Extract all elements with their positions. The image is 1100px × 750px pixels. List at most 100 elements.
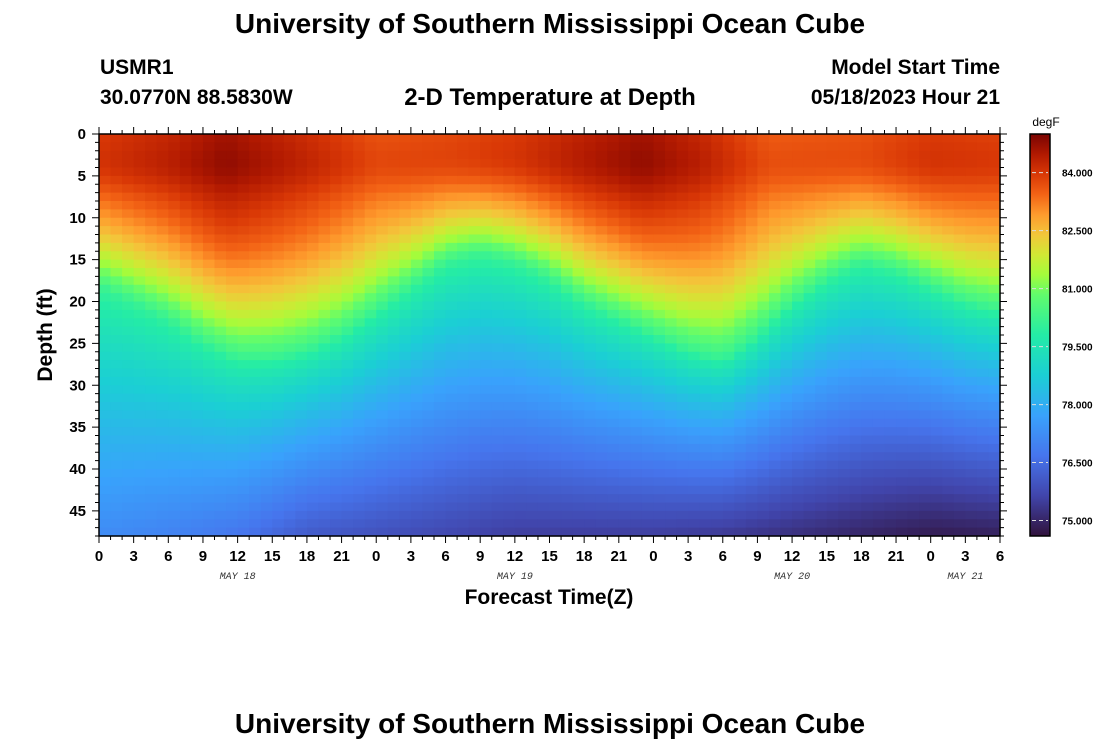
heatmap-cell — [191, 134, 204, 143]
heatmap-cell — [191, 443, 204, 453]
heatmap-cell — [283, 134, 296, 143]
heatmap-cell — [503, 485, 516, 495]
heatmap-cell — [445, 360, 458, 370]
heatmap-cell — [145, 418, 158, 428]
heatmap-cell — [202, 410, 216, 420]
heatmap-cell — [884, 259, 897, 269]
heatmap-cell — [445, 226, 458, 236]
heatmap-cell — [537, 142, 551, 152]
heatmap-cell — [561, 134, 574, 143]
heatmap-cell — [503, 142, 516, 152]
heatmap-cell — [919, 485, 932, 495]
heatmap-cell — [792, 402, 805, 411]
heatmap-cell — [214, 226, 227, 236]
heatmap-cell — [341, 150, 354, 160]
heatmap-cell — [306, 427, 320, 437]
heatmap-cell — [364, 360, 377, 370]
heatmap-cell — [861, 469, 874, 478]
heatmap-cell — [722, 242, 735, 252]
heatmap-cell — [584, 343, 597, 353]
heatmap-cell — [676, 376, 689, 386]
heatmap-cell — [607, 494, 620, 504]
heatmap-cell — [942, 142, 955, 152]
heatmap-cell — [872, 427, 886, 437]
heatmap-cell — [283, 335, 296, 344]
heatmap-cell — [688, 284, 701, 294]
heatmap-cell — [618, 309, 631, 319]
heatmap-cell — [907, 234, 920, 244]
heatmap-cell — [780, 402, 793, 411]
heatmap-cell — [399, 402, 412, 411]
heatmap-cell — [665, 276, 678, 286]
heatmap-cell — [376, 435, 389, 445]
heatmap-cell — [630, 226, 643, 236]
heatmap-cell — [537, 268, 551, 277]
y-tick-label: 10 — [69, 210, 86, 227]
heatmap-cell — [110, 301, 123, 311]
heatmap-cell — [884, 368, 897, 378]
heatmap-cell — [491, 268, 504, 277]
heatmap-cell — [145, 318, 158, 328]
heatmap-cell — [122, 175, 135, 185]
heatmap-cell — [641, 368, 655, 378]
heatmap-cell — [595, 376, 608, 386]
heatmap-cell — [907, 460, 920, 470]
heatmap-cell — [422, 410, 435, 420]
heatmap-cell — [653, 242, 666, 252]
heatmap-cell — [503, 268, 516, 277]
heatmap-cell — [607, 427, 620, 437]
heatmap-cell — [99, 351, 112, 361]
heatmap-cell — [988, 502, 1001, 512]
heatmap-cell — [953, 251, 966, 261]
heatmap-cell — [549, 418, 562, 428]
heatmap-cell — [122, 234, 135, 244]
heatmap-cell — [584, 259, 597, 269]
heatmap-cell — [861, 410, 874, 420]
heatmap-cell — [976, 510, 990, 520]
heatmap-cell — [503, 418, 516, 428]
heatmap-cell — [849, 268, 862, 277]
heatmap-cell — [641, 234, 655, 244]
heatmap-cell — [526, 418, 539, 428]
heatmap-cell — [595, 242, 608, 252]
heatmap-cell — [306, 159, 320, 169]
heatmap-cell — [306, 510, 320, 520]
heatmap-cell — [861, 477, 874, 487]
heatmap-cell — [907, 385, 920, 395]
heatmap-cell — [722, 343, 735, 353]
heatmap-cell — [410, 234, 424, 244]
heatmap-cell — [549, 201, 562, 210]
heatmap-cell — [537, 469, 551, 478]
heatmap-cell — [433, 142, 447, 152]
heatmap-cell — [168, 301, 181, 311]
heatmap-cell — [861, 192, 874, 202]
heatmap-cell — [503, 427, 516, 437]
heatmap-cell — [919, 268, 932, 277]
heatmap-cell — [792, 217, 805, 227]
y-tick-label: 30 — [69, 377, 86, 394]
heatmap-cell — [988, 485, 1001, 495]
heatmap-cell — [595, 326, 608, 336]
heatmap-cell — [410, 301, 424, 311]
heatmap-cell — [942, 175, 955, 185]
heatmap-cell — [214, 460, 227, 470]
heatmap-cell — [665, 318, 678, 328]
heatmap-cell — [168, 159, 181, 169]
heatmap-cell — [653, 368, 666, 378]
heatmap-cell — [237, 326, 250, 336]
heatmap-cell — [919, 351, 932, 361]
heatmap-cell — [838, 385, 851, 395]
model-start-time: 05/18/2023 Hour 21 — [810, 86, 1000, 109]
heatmap-cell — [133, 217, 146, 227]
heatmap-cell — [549, 410, 562, 420]
heatmap-cell — [133, 150, 146, 160]
heatmap-cell — [699, 201, 712, 210]
heatmap-cell — [330, 217, 343, 227]
heatmap-cell — [942, 360, 955, 370]
heatmap-cell — [226, 443, 239, 453]
heatmap-cell — [330, 234, 343, 244]
heatmap-cell — [145, 167, 158, 177]
heatmap-cell — [376, 452, 389, 462]
heatmap-cell — [491, 192, 504, 202]
heatmap-cell — [641, 301, 655, 311]
